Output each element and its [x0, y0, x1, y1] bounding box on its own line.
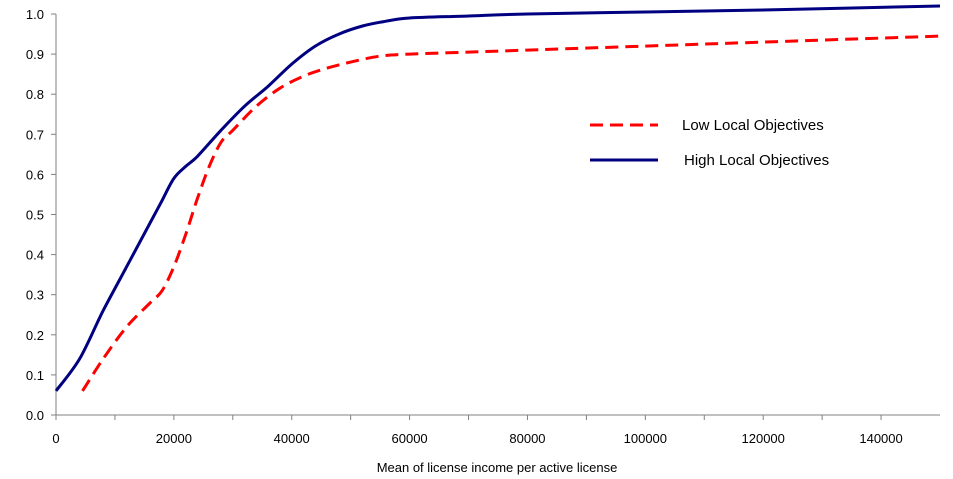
- y-tick-label: 0.3: [26, 288, 44, 303]
- legend: Low Local Objectives High Local Objective…: [590, 117, 829, 169]
- y-tick-label: 1.0: [26, 7, 44, 22]
- y-axis-ticks: 0.0 0.1 0.2 0.3 0.4 0.5 0.6 0.7 0.8 0.9 1.0: [26, 7, 56, 423]
- series-line-low-local-objectives: [81, 34, 941, 392]
- x-axis-ticks: 0 20000 40000 60000 80000 100000 120000 140000: [52, 415, 903, 446]
- axes: [55, 14, 940, 416]
- y-tick-label: 0.8: [26, 87, 44, 102]
- x-tick-label: 60000: [392, 431, 428, 446]
- legend-label-low-local-objectives: Low Local Objectives: [682, 117, 824, 134]
- x-tick-label: 120000: [742, 431, 785, 446]
- y-tick-label: 0.9: [26, 47, 44, 62]
- x-tick-label: 40000: [274, 431, 310, 446]
- x-axis-title: Mean of license income per active licens…: [377, 460, 618, 475]
- x-tick-label: 20000: [156, 431, 192, 446]
- x-tick-label: 80000: [509, 431, 545, 446]
- series-line-high-local-objectives: [54, 4, 941, 392]
- x-tick-label: 100000: [624, 431, 667, 446]
- legend-label-high-local-objectives: High Local Objectives: [684, 152, 829, 169]
- y-tick-label: 0.1: [26, 368, 44, 383]
- y-tick-label: 0.7: [26, 127, 44, 142]
- y-tick-label: 0.0: [26, 408, 44, 423]
- y-tick-label: 0.4: [26, 248, 44, 263]
- x-tick-label: 0: [52, 431, 59, 446]
- series-layer: [54, 4, 941, 392]
- x-tick-label: 140000: [859, 431, 902, 446]
- y-tick-label: 0.2: [26, 328, 44, 343]
- y-tick-label: 0.6: [26, 167, 44, 182]
- y-tick-label: 0.5: [26, 208, 44, 223]
